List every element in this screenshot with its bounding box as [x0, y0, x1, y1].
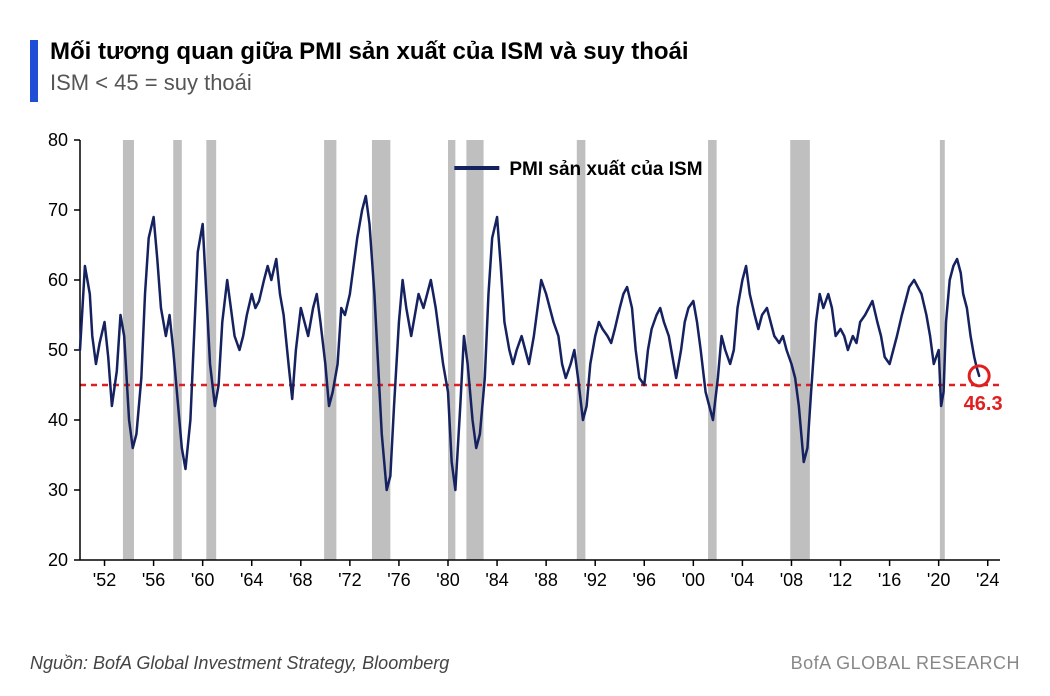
chart-svg: 20 30 40 50 60 70 80 '52 '56 '60 '64 '68 '72 '76 '80 '8… [30, 130, 1020, 610]
x-tick-label: '84 [485, 570, 508, 590]
x-tick-label: '64 [240, 570, 263, 590]
x-tick-label: '04 [731, 570, 754, 590]
x-tick-label: '88 [534, 570, 557, 590]
brand-text: BofA GLOBAL RESEARCH [791, 653, 1020, 674]
y-tick-label: 20 [48, 550, 68, 570]
x-tick-label: '92 [583, 570, 606, 590]
chart-title: Mối tương quan giữa PMI sản xuất của ISM… [50, 38, 689, 66]
legend-label: PMI sản xuất của ISM [509, 159, 702, 180]
x-tick-label: '24 [976, 570, 999, 590]
x-tick-label: '80 [436, 570, 459, 590]
x-tick-label: '76 [387, 570, 410, 590]
y-tick-label: 50 [48, 340, 68, 360]
x-tick-label: '56 [142, 570, 165, 590]
x-tick-label: '08 [780, 570, 803, 590]
endpoint-label: 46.3 [964, 393, 1003, 415]
x-tick-label: '00 [682, 570, 705, 590]
recession-band [324, 140, 336, 560]
x-tick-label: '68 [289, 570, 312, 590]
x-tick-label: '20 [927, 570, 950, 590]
x-tick-label: '96 [633, 570, 656, 590]
recession-band [448, 140, 455, 560]
recession-band [708, 140, 717, 560]
y-tick-label: 30 [48, 480, 68, 500]
y-tick-label: 40 [48, 410, 68, 430]
source-text: Nguồn: BofA Global Investment Strategy, … [30, 653, 449, 674]
x-tick-label: '52 [93, 570, 116, 590]
recession-band [577, 140, 586, 560]
y-tick-label: 70 [48, 200, 68, 220]
chart-container: Mối tương quan giữa PMI sản xuất của ISM… [0, 0, 1050, 696]
recession-band [466, 140, 483, 560]
recession-band [790, 140, 810, 560]
title-accent-bar [30, 40, 38, 102]
x-tick-label: '60 [191, 570, 214, 590]
recession-band [206, 140, 216, 560]
x-tick-label: '16 [878, 570, 901, 590]
recession-band [372, 140, 390, 560]
chart-subtitle: ISM < 45 = suy thoái [50, 70, 252, 96]
x-tick-label: '72 [338, 570, 361, 590]
x-tick-label: '12 [829, 570, 852, 590]
y-tick-label: 80 [48, 130, 68, 150]
recession-band [173, 140, 182, 560]
y-tick-label: 60 [48, 270, 68, 290]
